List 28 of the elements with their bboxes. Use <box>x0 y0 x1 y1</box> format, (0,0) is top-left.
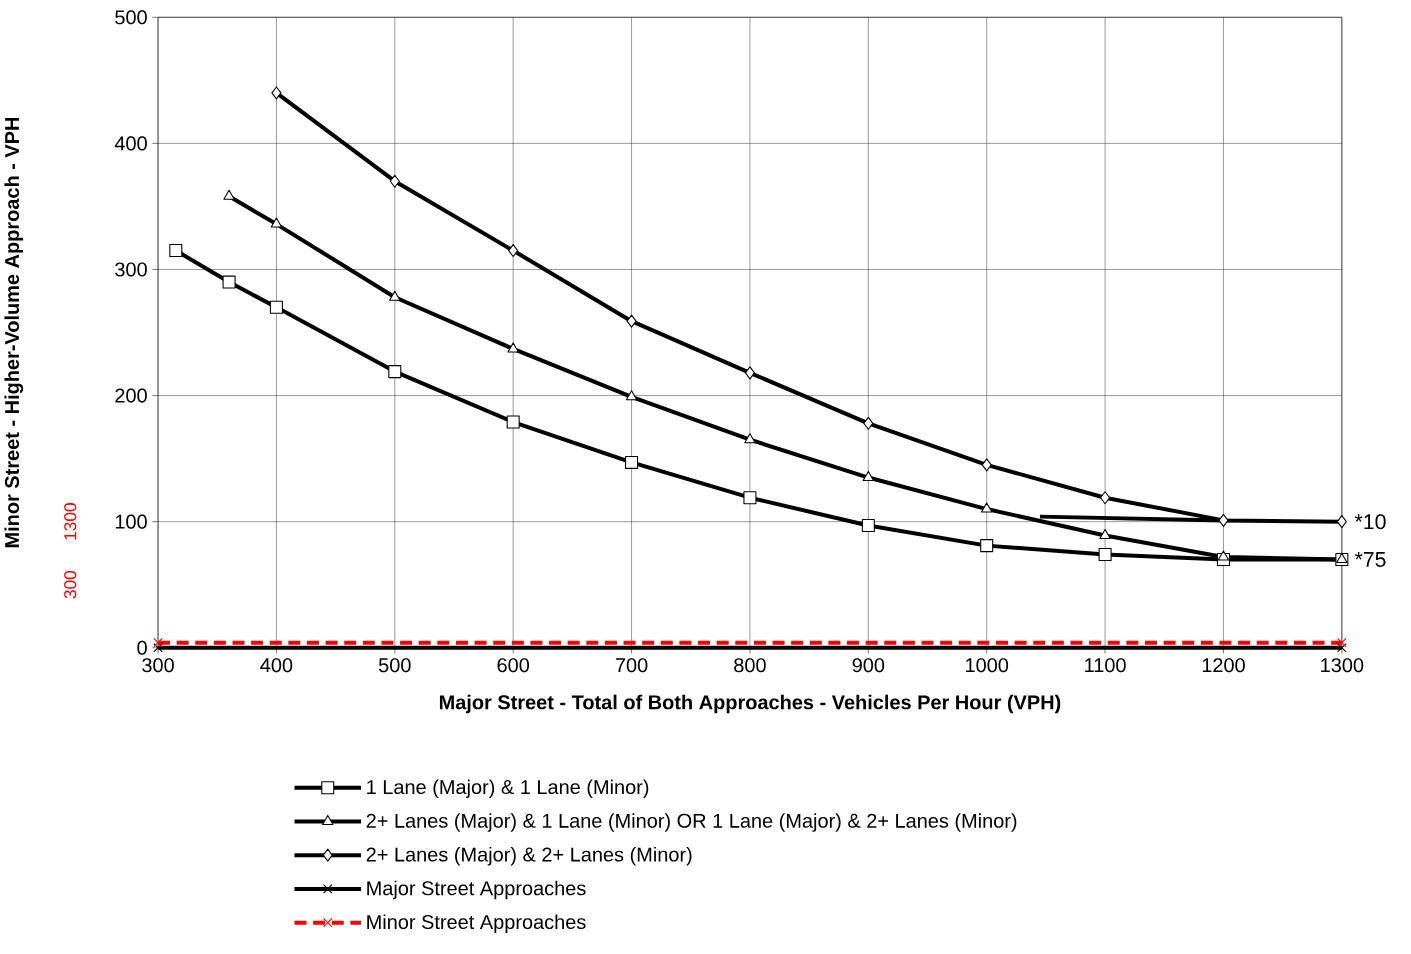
x-tick-label: 1100 <box>1085 658 1126 673</box>
x-tick-label: 900 <box>852 658 885 673</box>
y-tick-label: 500 <box>115 10 147 25</box>
legend-label: 2+ Lanes (Major) & 1 Lane (Minor) OR 1 Lane (Major) & 2+ Lanes (Minor) <box>366 813 1017 832</box>
y-tick-label: 100 <box>115 514 147 529</box>
x-tick-label: 600 <box>497 658 530 673</box>
x-tick-label: 500 <box>378 658 411 673</box>
text: 300 <box>64 571 77 599</box>
y-axis-title: Minor Street - Higher-Volume Approach - VPH <box>4 118 24 548</box>
x-axis-title: Major Street - Total of Both Approaches - Vehicles Per Hour (VPH) <box>439 694 1061 714</box>
legend-label: Minor Street Approaches <box>367 914 586 934</box>
annotation: *75 <box>1354 552 1386 568</box>
annotation: *10 <box>1354 514 1386 530</box>
x-tick-label: 1200 <box>1202 658 1245 673</box>
x-tick-label: 400 <box>260 658 293 673</box>
legend-label: 2+ Lanes (Major) & 2+ Lanes (Minor) <box>366 847 692 866</box>
x-tick-label: 300 <box>142 658 174 673</box>
x-tick-label: 700 <box>615 658 648 673</box>
y-tick-label: 0 <box>137 640 147 655</box>
y-tick-label: 300 <box>115 262 147 277</box>
legend-label: 1 Lane (Major) & 1 Lane (Minor) <box>367 779 649 799</box>
text: 1300 <box>64 503 77 540</box>
y-tick-label: 200 <box>115 388 147 403</box>
legend-label: Major Street Approaches <box>367 880 586 900</box>
x-tick-label: 1000 <box>966 658 1009 673</box>
x-tick-label: 800 <box>734 658 766 673</box>
y-tick-label: 400 <box>114 136 147 151</box>
x-tick-label: 1300 <box>1321 658 1364 673</box>
